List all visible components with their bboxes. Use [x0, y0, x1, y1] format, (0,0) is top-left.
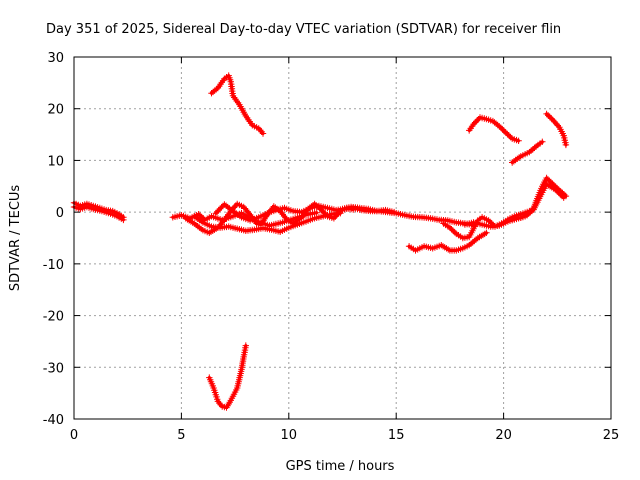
data-point — [219, 218, 227, 225]
data-point — [505, 132, 513, 139]
data-point — [451, 229, 458, 236]
data-point — [213, 86, 220, 93]
y-tick-label: -20 — [43, 310, 64, 325]
x-axis-label: GPS time / hours — [286, 459, 395, 474]
x-tick-label: 0 — [70, 428, 78, 443]
data-point — [195, 211, 202, 218]
series-arc-10 — [461, 181, 567, 230]
series-arc-14 — [543, 110, 570, 149]
data-point — [259, 130, 267, 137]
data-point — [543, 110, 550, 118]
series-arc-2 — [70, 203, 127, 224]
data-point — [278, 209, 285, 216]
data-point — [546, 113, 553, 121]
y-axis-label: SDTVAR / TECUs — [8, 185, 23, 292]
data-point — [390, 208, 398, 216]
data-point — [500, 127, 508, 135]
x-tick-label: 15 — [388, 428, 405, 443]
series-arc-16 — [206, 342, 249, 411]
y-tick-label: -10 — [43, 258, 64, 273]
data-point — [545, 112, 552, 119]
data-point — [218, 204, 225, 211]
series-trace — [441, 176, 568, 240]
data-point — [448, 226, 455, 233]
x-tick-label: 20 — [495, 428, 512, 443]
series-arc-11 — [504, 207, 533, 223]
data-point — [212, 210, 219, 217]
data-point — [543, 174, 550, 182]
y-tick-label: 20 — [47, 103, 64, 118]
data-point — [544, 176, 552, 183]
x-tick-label: 25 — [603, 428, 620, 443]
y-tick-label: -40 — [43, 413, 64, 428]
data-point — [499, 126, 506, 133]
series-arc-15 — [208, 72, 267, 137]
data-point — [497, 124, 505, 131]
series-arc-5 — [191, 210, 344, 235]
data-point — [485, 217, 492, 224]
data-point — [446, 224, 454, 231]
data-point — [526, 207, 533, 215]
plot-frame — [73, 56, 612, 420]
data-point — [560, 194, 567, 201]
x-tick-label: 10 — [281, 428, 298, 443]
data-point — [214, 208, 221, 215]
series-arc-12 — [466, 114, 522, 144]
series-arc-13 — [509, 138, 546, 166]
axis-ticks: 0 5 10 15 20 25 -40 -30 -20 -10 0 10 20 30 — [43, 51, 620, 443]
data-series — [70, 72, 570, 411]
data-point — [242, 342, 249, 349]
y-tick-label: 0 — [56, 206, 64, 221]
data-point — [280, 212, 288, 220]
data-point — [449, 227, 457, 234]
data-point — [504, 130, 511, 138]
grid-lines — [74, 57, 611, 419]
chart-title: Day 351 of 2025, Sidereal Day-to-day VTE… — [46, 22, 561, 37]
y-tick-label: 10 — [47, 154, 64, 169]
data-point — [245, 210, 252, 217]
data-point — [216, 205, 224, 212]
x-tick-label: 5 — [177, 428, 185, 443]
data-point — [507, 134, 514, 141]
data-point — [562, 141, 570, 149]
data-point — [548, 115, 555, 122]
data-point — [546, 177, 553, 184]
y-tick-label: -30 — [43, 361, 64, 376]
data-point — [539, 138, 546, 145]
series-arc-7 — [339, 203, 398, 216]
y-tick-label: 30 — [47, 51, 64, 66]
data-point — [483, 229, 490, 236]
series-arc-8 — [405, 229, 490, 254]
data-point — [215, 207, 222, 214]
data-point — [120, 216, 127, 224]
data-point — [494, 121, 501, 129]
data-point — [515, 137, 522, 144]
data-point — [496, 123, 503, 130]
